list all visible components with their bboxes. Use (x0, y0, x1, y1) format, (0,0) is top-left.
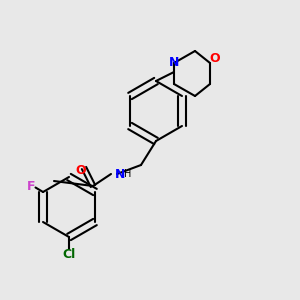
Text: N: N (169, 56, 179, 70)
Text: O: O (209, 52, 220, 65)
Text: H: H (124, 169, 131, 179)
Text: O: O (76, 164, 86, 178)
Text: Cl: Cl (62, 248, 76, 262)
Text: N: N (115, 167, 125, 181)
Text: F: F (27, 179, 35, 193)
